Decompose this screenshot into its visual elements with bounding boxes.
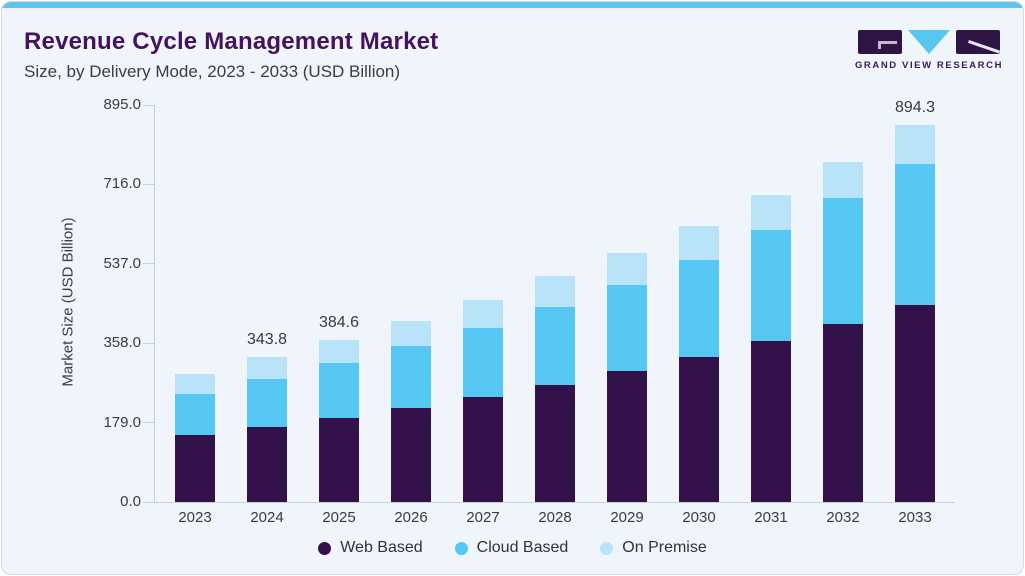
y-tick-label: 716.0 — [103, 175, 141, 193]
logo-left-block — [858, 30, 902, 54]
bar-segment-on-premise — [607, 253, 647, 285]
chart-legend: Web Based Cloud Based On Premise — [2, 539, 1023, 557]
bar-2028 — [535, 276, 575, 502]
bar-segment-web-based — [535, 384, 575, 502]
legend-label: On Premise — [622, 539, 707, 556]
chart-header: Revenue Cycle Management Market Size, by… — [24, 28, 438, 82]
legend-item-web-based: Web Based — [318, 539, 423, 557]
logo-triangle-icon — [908, 30, 950, 54]
bar-2025 — [319, 339, 359, 502]
y-axis-line — [154, 105, 155, 502]
bar-total-label: 343.8 — [246, 331, 288, 349]
bar-segment-web-based — [607, 370, 647, 502]
bar-segment-cloud-based — [247, 378, 287, 427]
y-tick-label: 358.0 — [103, 334, 141, 352]
bar-segment-on-premise — [823, 161, 863, 198]
x-tick-label: 2032 — [826, 509, 860, 526]
bar-segment-cloud-based — [535, 307, 575, 385]
bar-2032 — [823, 161, 863, 502]
y-tick-mark — [143, 501, 154, 503]
bar-segment-cloud-based — [391, 346, 431, 408]
x-tick-label: 2025 — [322, 509, 356, 526]
x-tick-label: 2029 — [610, 509, 644, 526]
x-tick-label: 2027 — [466, 509, 500, 526]
bar-segment-web-based — [823, 323, 863, 502]
brand-logo-text: GRAND VIEW RESEARCH — [854, 60, 1004, 71]
bar-segment-web-based — [319, 417, 359, 502]
bar-segment-on-premise — [247, 357, 287, 379]
bar-segment-web-based — [679, 356, 719, 502]
y-tick-mark — [143, 104, 154, 106]
y-tick-label: 537.0 — [103, 254, 141, 272]
bar-segment-web-based — [247, 426, 287, 502]
bar-segment-cloud-based — [463, 328, 503, 397]
bar-2024 — [247, 357, 287, 502]
logo-right-block — [956, 30, 1000, 54]
bar-segment-cloud-based — [751, 229, 791, 341]
bar-2027 — [463, 300, 503, 502]
bar-segment-web-based — [751, 340, 791, 502]
x-axis-line — [154, 502, 955, 503]
y-axis-title: Market Size (USD Billion) — [59, 217, 77, 387]
legend-label: Web Based — [340, 539, 423, 556]
brand-logo: GRAND VIEW RESEARCH — [854, 30, 1004, 71]
bar-segment-web-based — [463, 396, 503, 502]
bar-segment-on-premise — [679, 225, 719, 260]
top-accent-stripe — [2, 2, 1023, 8]
bar-segment-cloud-based — [895, 163, 935, 305]
bar-segment-cloud-based — [679, 259, 719, 357]
x-tick-label: 2031 — [754, 509, 788, 526]
bar-2030 — [679, 225, 719, 502]
y-tick-mark — [143, 422, 154, 424]
bar-segment-on-premise — [751, 194, 791, 230]
page-title: Revenue Cycle Management Market — [24, 28, 439, 55]
y-tick-mark — [143, 263, 154, 265]
x-tick-label: 2024 — [250, 509, 284, 526]
logo-g-glyph — [878, 41, 897, 48]
legend-dot-icon — [454, 541, 468, 555]
bar-segment-web-based — [895, 304, 935, 502]
bar-segment-on-premise — [391, 321, 431, 347]
y-tick-mark — [143, 183, 154, 185]
legend-item-cloud-based: Cloud Based — [454, 539, 569, 557]
y-tick-label: 179.0 — [103, 413, 141, 431]
bar-2026 — [391, 321, 431, 502]
x-tick-label: 2033 — [898, 509, 932, 526]
x-tick-label: 2023 — [178, 509, 212, 526]
y-tick-mark — [143, 342, 154, 344]
bar-segment-cloud-based — [607, 284, 647, 371]
bar-total-label: 894.3 — [894, 98, 936, 116]
x-tick-label: 2026 — [394, 509, 428, 526]
bar-segment-web-based — [175, 434, 215, 502]
legend-dot-icon — [600, 541, 614, 555]
bar-segment-on-premise — [535, 276, 575, 308]
bar-2033 — [895, 124, 935, 502]
gvr-logo-icon — [854, 30, 1004, 54]
bar-2023 — [175, 373, 215, 502]
bar-2029 — [607, 253, 647, 502]
page-subtitle: Size, by Delivery Mode, 2023 - 2033 (USD… — [24, 62, 401, 81]
bar-segment-on-premise — [463, 300, 503, 329]
bar-2031 — [751, 194, 791, 502]
bar-segment-web-based — [391, 407, 431, 502]
x-tick-label: 2028 — [538, 509, 572, 526]
legend-label: Cloud Based — [476, 539, 569, 556]
y-tick-label: 895.0 — [103, 96, 141, 113]
bar-segment-cloud-based — [319, 362, 359, 418]
legend-dot-icon — [318, 541, 332, 555]
y-tick-label: 0.0 — [120, 493, 141, 510]
bar-segment-on-premise — [895, 124, 935, 164]
bar-segment-cloud-based — [175, 393, 215, 435]
x-tick-label: 2030 — [682, 509, 716, 526]
bar-total-label: 384.6 — [318, 313, 360, 331]
bar-segment-on-premise — [319, 339, 359, 363]
legend-item-on-premise: On Premise — [600, 539, 707, 557]
bar-segment-cloud-based — [823, 197, 863, 324]
bar-segment-on-premise — [175, 373, 215, 394]
